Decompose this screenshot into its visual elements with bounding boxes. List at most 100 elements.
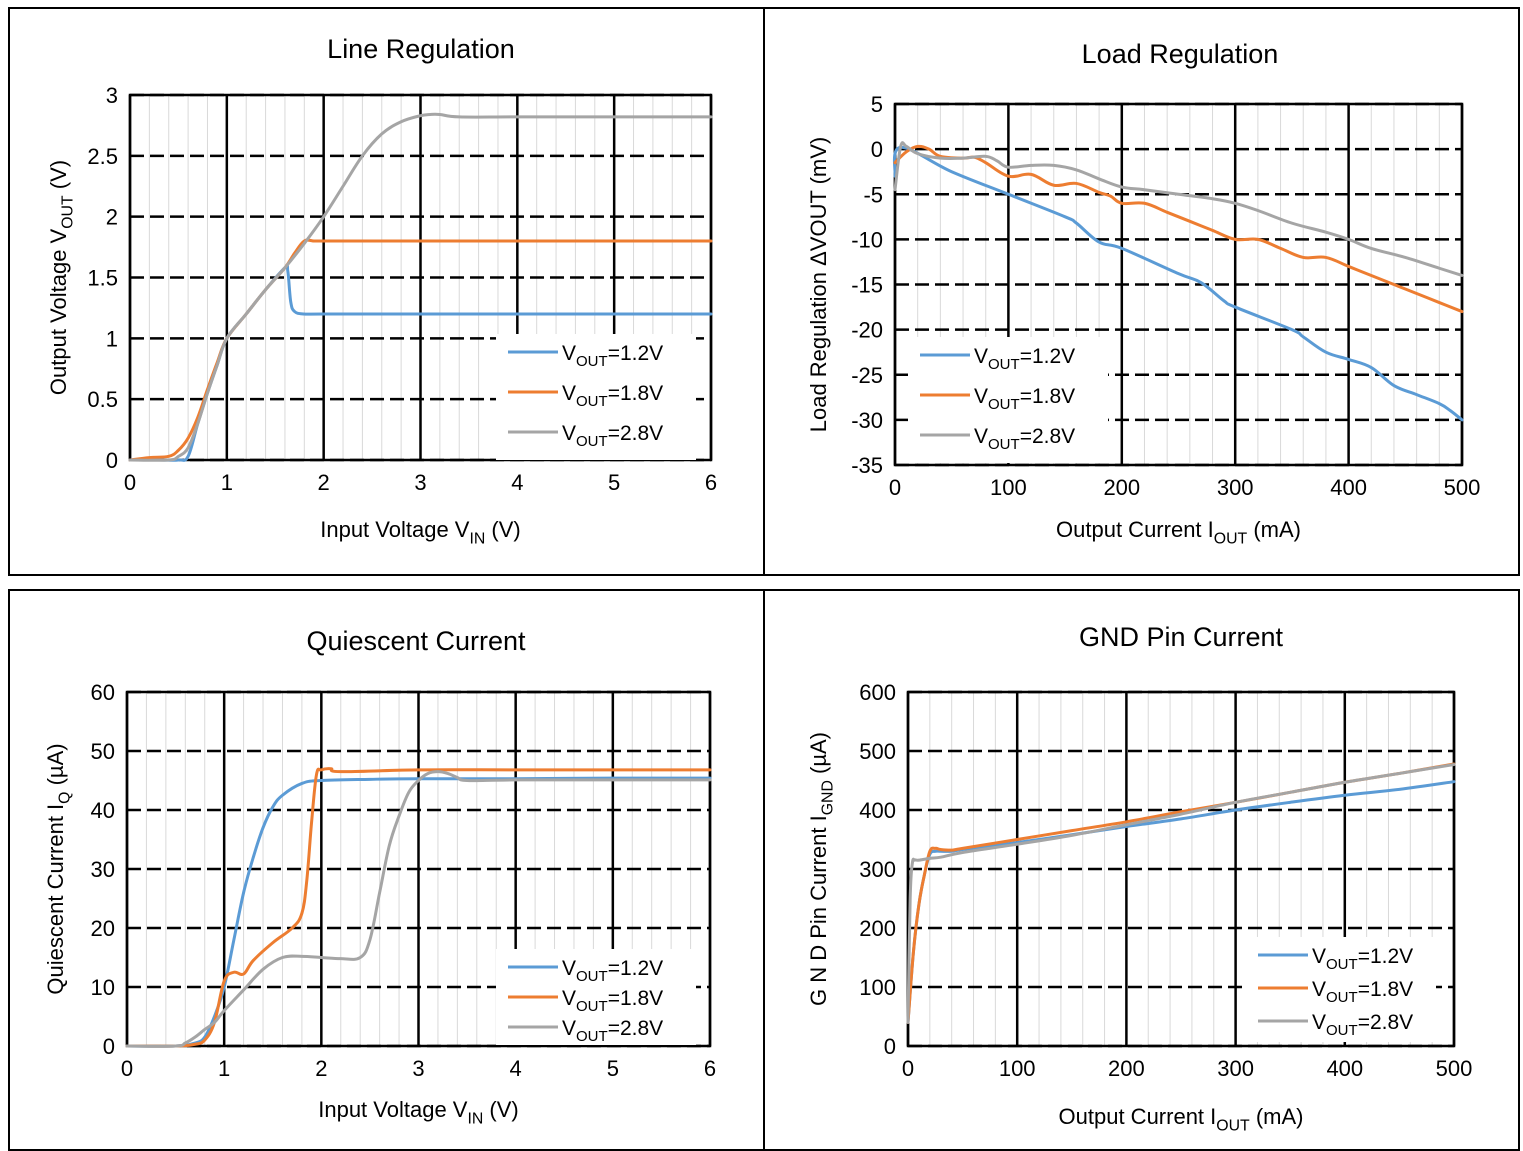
y-tick-label: 40 xyxy=(91,798,115,823)
x-tick-label: 2 xyxy=(315,1056,327,1081)
legend-label-sub: OUT xyxy=(576,393,608,410)
legend-label-v: V xyxy=(974,425,988,448)
y-axis-label: Quiescent Current IQ (µA) xyxy=(43,743,74,994)
x-axis-label-unit: (mA) xyxy=(1247,517,1301,542)
x-tick-label: 500 xyxy=(1436,1056,1473,1081)
series-lines xyxy=(128,112,713,462)
x-axis-label-unit: (mA) xyxy=(1250,1104,1304,1129)
legend-label-v: V xyxy=(562,382,576,405)
x-axis-label: Output Current IOUT (mA) xyxy=(1059,1104,1304,1135)
x-tick-label: 200 xyxy=(1108,1056,1145,1081)
x-tick-label: 0 xyxy=(121,1056,133,1081)
legend-label-sub: OUT xyxy=(1326,989,1358,1006)
x-tick-label: 400 xyxy=(1330,475,1367,500)
legend-item: VOUT=2.8V xyxy=(1258,1011,1413,1039)
x-axis-label-main: Input Voltage V xyxy=(320,517,470,542)
x-tick-label: 0 xyxy=(124,470,136,495)
y-tick-label: 100 xyxy=(859,975,896,1000)
legend-label-sub: OUT xyxy=(576,433,608,450)
x-axis-label-main: Output Current I xyxy=(1059,1104,1217,1129)
legend-label: VOUT=2.8V xyxy=(562,422,663,450)
legend-label-v: V xyxy=(562,1017,576,1040)
x-tick-labels: 0 1 2 3 4 5 6 xyxy=(121,1056,716,1081)
legend-item: VOUT=1.2V xyxy=(920,345,1075,373)
y-tick-label: 0 xyxy=(106,448,118,473)
legend-label-v: V xyxy=(562,957,576,980)
legend-item: VOUT=1.2V xyxy=(508,957,663,985)
legend-label-sub: OUT xyxy=(576,1028,608,1045)
y-axis-label-unit: (V) xyxy=(46,160,71,195)
x-axis-label: Output Current IOUT (mA) xyxy=(1056,517,1301,548)
y-tick-label: 500 xyxy=(859,739,896,764)
y-tick-label: 1 xyxy=(106,326,118,351)
legend-label-v: V xyxy=(1312,978,1326,1001)
y-axis-label-main: Load Regulation ΔVOUT (mV) xyxy=(806,137,831,433)
legend-box xyxy=(496,334,696,460)
y-axis-label: Output Voltage VOUT (V) xyxy=(46,160,77,395)
y-axis-label-main: G N D Pin Current I xyxy=(806,815,831,1006)
legend-label: VOUT=1.8V xyxy=(1312,978,1413,1006)
y-tick-labels: 0 0.5 1 1.5 2 2.5 3 xyxy=(87,83,118,473)
y-tick-label: 0 xyxy=(871,137,883,162)
chart-title: Load Regulation xyxy=(1082,39,1279,69)
plot-border xyxy=(893,102,1464,467)
y-tick-labels: 0 10 20 30 40 50 60 xyxy=(91,680,115,1059)
x-tick-label: 6 xyxy=(705,470,717,495)
x-tick-label: 3 xyxy=(412,1056,424,1081)
y-tick-label: -10 xyxy=(851,227,883,252)
legend-item: VOUT=1.2V xyxy=(508,342,663,370)
y-tick-label: -25 xyxy=(851,363,883,388)
x-tick-label: 3 xyxy=(414,470,426,495)
y-tick-label: 60 xyxy=(91,680,115,705)
legend-box xyxy=(908,337,1108,463)
legend-label-value: =1.8V xyxy=(608,382,663,405)
x-tick-label: 0 xyxy=(889,475,901,500)
chart-title: Quiescent Current xyxy=(306,626,526,656)
y-tick-label: 20 xyxy=(91,916,115,941)
legend-label-sub: OUT xyxy=(988,356,1020,373)
y-axis-label-unit: (µA) xyxy=(806,732,831,780)
legend-label-value: =1.8V xyxy=(1358,978,1413,1001)
y-tick-label: 5 xyxy=(871,92,883,117)
legend-label-v: V xyxy=(562,422,576,445)
y-tick-label: 50 xyxy=(91,739,115,764)
series-line-1-8V xyxy=(125,767,712,1048)
legend-label: VOUT=1.2V xyxy=(562,342,663,370)
legend-label-v: V xyxy=(974,385,988,408)
x-tick-label: 1 xyxy=(221,470,233,495)
chart-title: Line Regulation xyxy=(327,34,515,64)
legend-item: VOUT=2.8V xyxy=(508,1017,663,1045)
x-tick-labels: 0 100 200 300 400 500 xyxy=(889,475,1480,500)
x-tick-label: 500 xyxy=(1444,475,1481,500)
series-line-2-8V xyxy=(125,770,712,1048)
x-axis-label: Input Voltage VIN (V) xyxy=(320,517,521,548)
legend-label-v: V xyxy=(562,987,576,1010)
legend-label-value: =2.8V xyxy=(608,422,663,445)
x-tick-labels: 0 1 2 3 4 5 6 xyxy=(124,470,717,495)
x-axis-label-sub: OUT xyxy=(1214,531,1248,548)
x-axis-label-sub: OUT xyxy=(1216,1118,1250,1135)
legend-item: VOUT=2.8V xyxy=(508,422,663,450)
x-tick-label: 6 xyxy=(704,1056,716,1081)
legend-item: VOUT=1.8V xyxy=(508,382,663,410)
legend-label-value: =2.8V xyxy=(1358,1011,1413,1034)
y-tick-label: 30 xyxy=(91,857,115,882)
y-axis-label-sub: Q xyxy=(57,792,74,804)
legend-label-sub: OUT xyxy=(1326,956,1358,973)
x-tick-label: 4 xyxy=(511,470,523,495)
legend-item: VOUT=1.8V xyxy=(1258,978,1413,1006)
x-tick-labels: 0 100 200 300 400 500 xyxy=(902,1056,1472,1081)
legend-label-v: V xyxy=(974,345,988,368)
x-tick-label: 1 xyxy=(218,1056,230,1081)
legend-label: VOUT=1.2V xyxy=(562,957,663,985)
series-line-1-2V xyxy=(892,145,1464,422)
y-tick-label: -20 xyxy=(851,318,883,343)
